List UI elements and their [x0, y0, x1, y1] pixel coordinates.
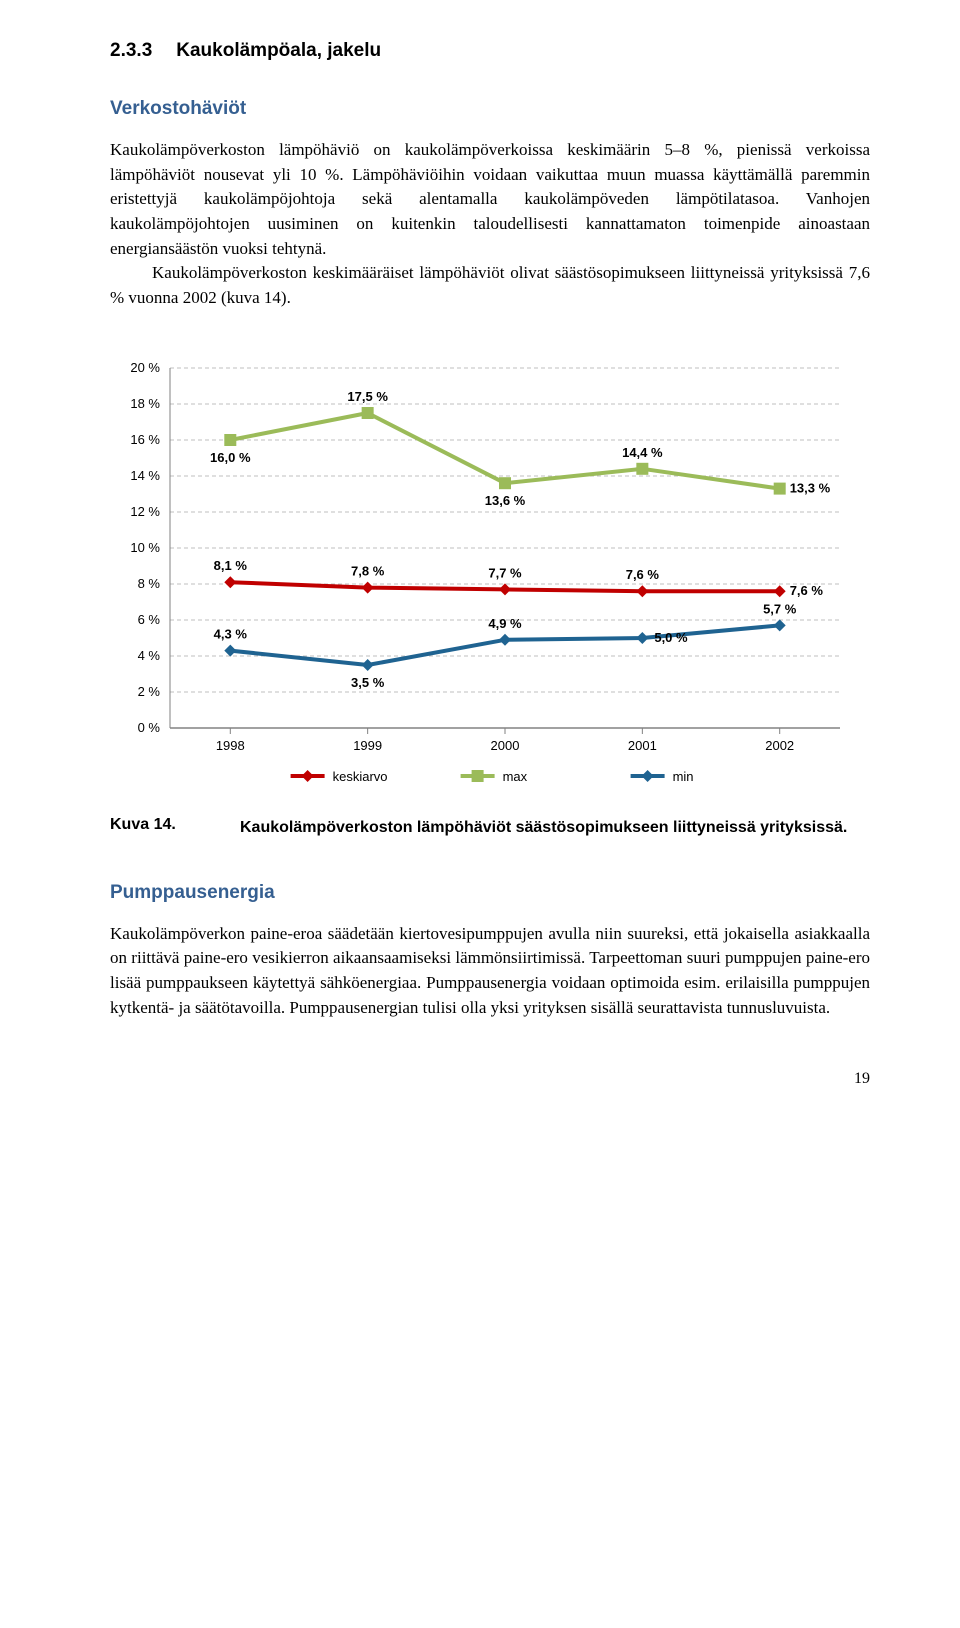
svg-text:5,7 %: 5,7 %	[763, 602, 797, 617]
svg-text:14,4 %: 14,4 %	[622, 445, 663, 460]
svg-text:keskiarvo: keskiarvo	[333, 769, 388, 784]
svg-text:2002: 2002	[765, 738, 794, 753]
paragraph-3: Kaukolämpöverkon paine-eroa säädetään ki…	[110, 922, 870, 1021]
svg-text:7,8 %: 7,8 %	[351, 564, 385, 579]
svg-text:4,3 %: 4,3 %	[214, 627, 248, 642]
svg-text:10 %: 10 %	[130, 540, 160, 555]
svg-text:1998: 1998	[216, 738, 245, 753]
paragraph-1: Kaukolämpöverkoston lämpöhäviö on kaukol…	[110, 138, 870, 261]
figure-caption: Kuva 14. Kaukolämpöverkoston lämpöhäviöt…	[110, 816, 870, 839]
svg-text:2001: 2001	[628, 738, 657, 753]
svg-text:20 %: 20 %	[130, 360, 160, 375]
svg-text:13,3 %: 13,3 %	[790, 481, 831, 496]
subheading-verkostohaviot: Verkostohäviöt	[110, 98, 870, 120]
svg-text:17,5 %: 17,5 %	[347, 389, 388, 404]
svg-text:3,5 %: 3,5 %	[351, 675, 385, 690]
page-number: 19	[110, 1070, 870, 1088]
svg-text:7,6 %: 7,6 %	[626, 568, 660, 583]
section-title: Kaukolämpöala, jakelu	[176, 40, 381, 61]
chart-svg: 0 % 2 % 4 % 6 % 8 % 10 % 12 % 14 % 16 % 18 % 20 % 1…	[110, 358, 850, 788]
svg-text:1999: 1999	[353, 738, 382, 753]
caption-label: Kuva 14.	[110, 816, 240, 839]
svg-text:min: min	[673, 769, 694, 784]
svg-text:2 %: 2 %	[138, 684, 161, 699]
svg-text:max: max	[503, 769, 528, 784]
svg-text:6 %: 6 %	[138, 612, 161, 627]
caption-text: Kaukolämpöverkoston lämpöhäviöt säästöso…	[240, 816, 870, 839]
subheading-pumppausenergia: Pumppausenergia	[110, 882, 870, 904]
svg-text:13,6 %: 13,6 %	[485, 494, 526, 509]
svg-text:4,9 %: 4,9 %	[488, 616, 522, 631]
svg-text:14 %: 14 %	[130, 468, 160, 483]
svg-text:2000: 2000	[491, 738, 520, 753]
svg-text:16 %: 16 %	[130, 432, 160, 447]
paragraph-2: Kaukolämpöverkoston keskimääräiset lämpö…	[110, 261, 870, 310]
body-paragraphs-2: Kaukolämpöverkon paine-eroa säädetään ki…	[110, 922, 870, 1021]
section-heading: 2.3.3 Kaukolämpöala, jakelu	[110, 40, 870, 62]
svg-text:5,0 %: 5,0 %	[654, 630, 688, 645]
body-paragraphs-1: Kaukolämpöverkoston lämpöhäviö on kaukol…	[110, 138, 870, 310]
svg-text:16,0 %: 16,0 %	[210, 450, 251, 465]
svg-text:7,6 %: 7,6 %	[790, 584, 824, 599]
section-number: 2.3.3	[110, 40, 152, 62]
svg-text:8 %: 8 %	[138, 576, 161, 591]
svg-text:7,7 %: 7,7 %	[488, 566, 522, 581]
svg-text:4 %: 4 %	[138, 648, 161, 663]
chart-kuva-14: 0 % 2 % 4 % 6 % 8 % 10 % 12 % 14 % 16 % 18 % 20 % 1…	[110, 358, 870, 788]
svg-text:12 %: 12 %	[130, 504, 160, 519]
svg-text:8,1 %: 8,1 %	[214, 559, 248, 574]
svg-text:0 %: 0 %	[138, 720, 161, 735]
svg-text:18 %: 18 %	[130, 396, 160, 411]
